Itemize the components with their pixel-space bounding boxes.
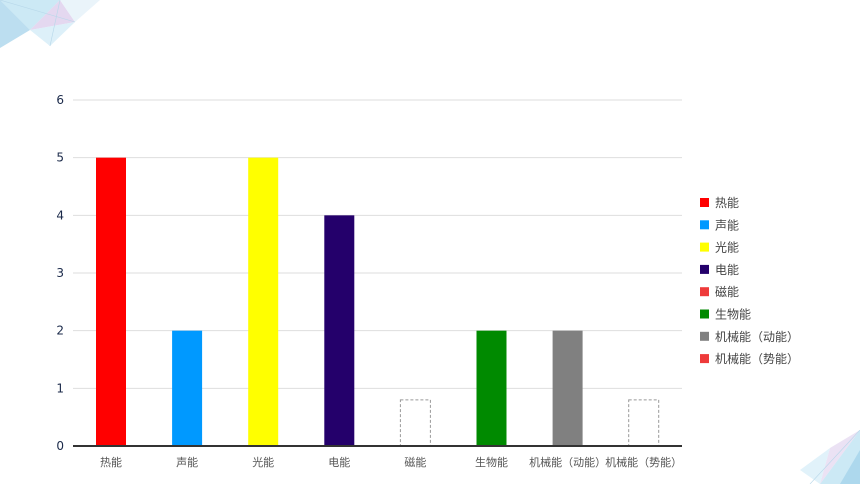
legend-swatch — [700, 264, 709, 274]
y-tick-label: 3 — [56, 266, 64, 280]
x-tick-label: 声能 — [176, 455, 198, 469]
legend-swatch — [700, 198, 709, 207]
x-tick-label: 光能 — [252, 455, 274, 469]
legend-swatch — [700, 309, 709, 319]
x-tick-label: 电能 — [328, 455, 350, 469]
grid-lines — [73, 99, 682, 389]
legend-label: 光能 — [715, 241, 739, 255]
corner-decoration-bottom-right — [800, 430, 860, 484]
x-tick-label: 机械能（动能） — [529, 455, 606, 469]
bars — [96, 157, 660, 447]
bar — [476, 330, 507, 446]
legend-swatch — [700, 354, 709, 364]
bar — [172, 330, 203, 446]
legend-label: 机械能（势能） — [715, 351, 799, 366]
y-tick-label: 0 — [56, 439, 64, 453]
x-tick-label: 机械能（势能） — [605, 455, 682, 469]
y-tick-label: 1 — [56, 381, 64, 395]
legend-label: 电能 — [715, 263, 739, 277]
y-tick-label: 6 — [56, 93, 64, 107]
legend-label: 热能 — [715, 196, 739, 210]
bar-placeholder — [628, 399, 660, 447]
x-tick-label: 磁能 — [404, 455, 426, 469]
legend-swatch — [700, 242, 709, 252]
x-axis-labels: 热能 声能 光能 电能 磁能 生物能 机械能（动能） 机械能（势能） — [100, 455, 682, 469]
legend-swatch — [700, 220, 709, 230]
y-tick-label: 4 — [56, 208, 64, 222]
y-tick-label: 2 — [56, 324, 64, 338]
corner-decoration-top-left — [0, 0, 100, 48]
bar — [248, 157, 279, 446]
x-tick-label: 热能 — [100, 455, 122, 469]
bar — [324, 215, 355, 446]
x-tick-label: 生物能 — [475, 455, 508, 469]
legend-swatch — [700, 331, 709, 341]
bar — [552, 330, 583, 446]
legend-swatch — [700, 287, 709, 297]
y-axis-ticks: 0 1 2 3 4 5 6 — [56, 93, 64, 453]
bar-placeholder — [399, 399, 431, 447]
legend-label: 磁能 — [715, 284, 739, 299]
legend-label: 声能 — [715, 218, 739, 232]
y-tick-label: 5 — [56, 151, 64, 165]
bar — [96, 157, 126, 446]
legend-label: 生物能 — [715, 308, 751, 322]
legend-label: 机械能（动能） — [715, 329, 799, 344]
